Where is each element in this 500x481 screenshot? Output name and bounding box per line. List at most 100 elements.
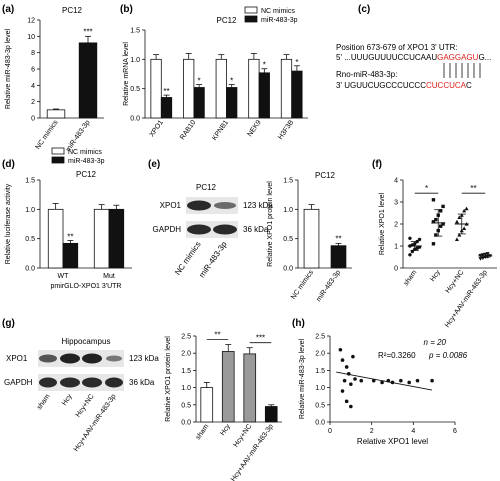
chart-f-point: [431, 198, 436, 202]
chart-f-point: [431, 220, 436, 224]
chart-b-significance: *: [295, 58, 298, 67]
chart-h-annotation-p: p = 0.0086: [428, 351, 468, 360]
chart-h-point: [371, 378, 376, 383]
blot-g-lane-aav: Hcy+AAV-miR-483-3p: [73, 393, 118, 453]
seq-mirna-seed: CUCCUCA: [426, 81, 467, 90]
blot-e-row-xpo1: XPO1: [160, 201, 182, 210]
chart-f-category-label: Hcy: [429, 269, 442, 283]
blot-g-gapdh-band-hcync: [82, 377, 102, 388]
chart-a-ytick-label: 10: [27, 34, 35, 41]
chart-f-category-label: Hcy+NC: [445, 269, 466, 295]
chart-h-fit-line: [336, 371, 433, 391]
chart-h-point: [340, 358, 345, 362]
chart-d-legend-label: miR-483-3p: [68, 158, 105, 165]
chart-f-point: [457, 215, 462, 219]
blot-e-kda-xpo1: 123 kDa: [243, 201, 273, 210]
chart-b-ylabel: Relative mRNA level: [123, 42, 130, 106]
chart-f-point: [457, 233, 462, 237]
chart-b-title: PC12: [216, 16, 237, 25]
chart-d-bar: [108, 208, 125, 269]
chart-g-ylabel: Relative XPO1 protein level: [165, 336, 172, 422]
chart-panel-e: 0.0 0.5 1.0 1.5 Relative XPO1 protein level P…: [267, 171, 352, 303]
blot-g-kda-xpo1: 123 kDa: [129, 354, 159, 363]
chart-h-ytick-label: 1.0: [315, 385, 325, 392]
chart-f-point: [438, 209, 443, 213]
chart-b-bar: [291, 70, 303, 119]
seq-mirna-prefix: 3' UGUUCUGCCCUCCC: [336, 81, 426, 90]
chart-g-category-label: Hcy+AAV-miR-483-3p: [230, 423, 275, 481]
chart-b-category-label: RAB10: [179, 119, 198, 141]
chart-d-category-label: Mut: [103, 273, 115, 280]
chart-b-bar: [183, 58, 195, 119]
blot-g-lane-hcy: Hcy: [61, 393, 74, 407]
blot-g-row-xpo1: XPO1: [6, 354, 28, 363]
chart-e-category-label: NC mimics: [290, 269, 315, 301]
chart-a-ylabel: Relative miR-483-3p level: [5, 28, 12, 109]
chart-b-ytick-label: 1.5: [130, 28, 140, 35]
western-blot-pc12: PC12 XPO1 GAPDH 123 kDa 36 kDa NC mimics…: [153, 183, 274, 279]
chart-h-point: [349, 404, 353, 409]
chart-g-ytick-label: 1.0: [181, 385, 191, 392]
blot-g-gapdh-band-aav: [105, 377, 123, 388]
chart-b-category-label: NEK9: [247, 119, 263, 138]
blot-g-kda-gapdh: 36 kDa: [129, 378, 155, 387]
chart-b-category-label: H3F3B: [277, 119, 295, 141]
chart-h-point: [430, 378, 434, 383]
chart-g-category-label: sham: [195, 423, 211, 441]
chart-b-bar: [226, 87, 238, 119]
chart-f-ytick-label: 2: [394, 222, 398, 229]
chart-h-point: [407, 380, 411, 385]
blot-e-row-gapdh: GAPDH: [153, 225, 182, 234]
chart-f-point: [441, 222, 445, 226]
chart-a-ytick-label: 6: [31, 67, 35, 74]
chart-g-bar: [221, 351, 235, 423]
chart-b-ytick-label: 1.0: [130, 57, 140, 64]
chart-f-ytick-label: 4: [394, 178, 398, 185]
chart-g-bracket-label: **: [214, 331, 220, 340]
blot-e-kda-gapdh: 36 kDa: [243, 225, 269, 234]
western-blot-hippocampus: Hippocampus XPO1 GAPDH 123 kDa 36 kDa sh…: [4, 337, 159, 453]
panel-letter-e: (e): [148, 159, 160, 170]
panel-letter-b: (b): [120, 4, 133, 15]
chart-e-ylabel: Relative XPO1 protein level: [267, 181, 274, 267]
chart-g-bar: [264, 406, 278, 423]
seq-mirna-line: 3' UGUUCUGCCCUCCCCUCCUCAC: [336, 81, 472, 90]
panel-letter-h: (h): [292, 318, 305, 329]
chart-g-ytick-label: 0.0: [181, 420, 191, 427]
chart-a-bar: [46, 109, 66, 119]
chart-d-bar: [93, 208, 110, 269]
chart-h-ytick-label: 1.5: [315, 368, 325, 375]
sequence-alignment: Position 673-679 of XPO1 3' UTR: 5' ...U…: [336, 43, 491, 90]
chart-f-ytick-label: 1: [394, 244, 398, 251]
chart-h-ytick-label: 0.0: [315, 420, 325, 427]
chart-d-ytick-label: 1.0: [25, 207, 35, 214]
chart-panel-h: 0.0 0.5 1.0 1.5 2.0 2.5 Relative miR-483-3p le…: [299, 334, 468, 447]
chart-g-bar: [243, 353, 257, 423]
chart-h-point: [399, 378, 403, 383]
chart-f-bracket-label: **: [470, 184, 476, 193]
chart-h-ylabel: Relative miR-483-3p level: [299, 338, 306, 419]
seed-pairing-lines: [443, 63, 481, 78]
chart-h-xtick-label: 6: [453, 428, 457, 435]
chart-f-point: [462, 208, 467, 213]
blot-g-xpo1-band-hcync: [82, 353, 102, 364]
chart-b-legend-swatch: [244, 15, 258, 23]
chart-h-xlabel: Relative XPO1 level: [357, 437, 428, 446]
chart-panel-g: 0.0 0.5 1.0 1.5 2.0 2.5 Relative XPO1 protein …: [165, 331, 282, 481]
chart-f-point: [434, 233, 438, 237]
chart-h-point: [415, 378, 420, 383]
blot-e-gapdh-band-nc: [187, 224, 211, 235]
chart-f-bracket-label: *: [425, 184, 428, 193]
chart-d-bar: [47, 208, 64, 269]
chart-b-category-label: KPNB1: [211, 119, 230, 142]
chart-f-ytick-label: 3: [394, 200, 398, 207]
chart-b-bar: [248, 58, 260, 119]
chart-d-xlabel: pmirGLO-XPO1 3'UTR: [51, 283, 122, 290]
chart-h-point: [344, 365, 349, 369]
chart-b-bar: [258, 72, 270, 119]
chart-a-ytick-label: 8: [31, 50, 35, 57]
chart-h-annotation-n: n = 20: [424, 338, 447, 347]
chart-panel-f: 0 1 2 3 4 Relative XPO1 level sham Hcy Hcy+NCHcy…: [379, 178, 497, 329]
